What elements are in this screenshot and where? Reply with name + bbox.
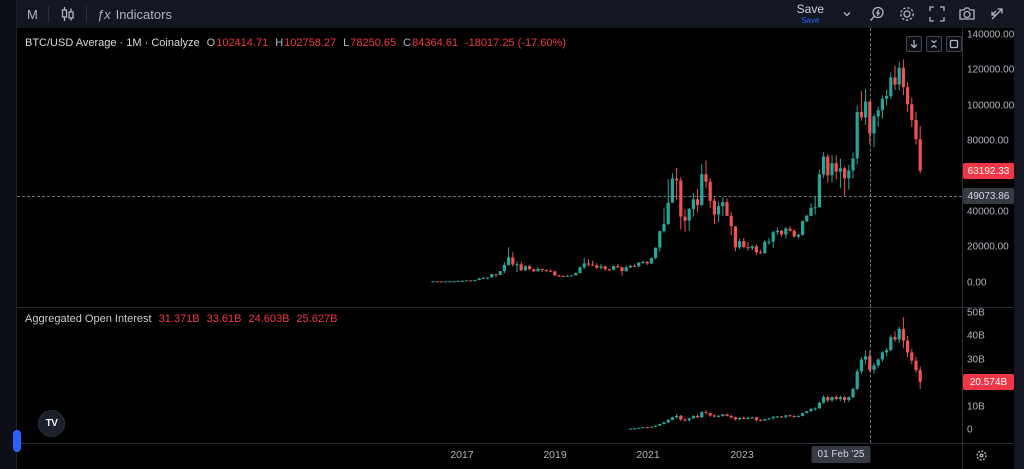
last-price-label: 63192.33 — [963, 163, 1014, 179]
open-interest-pane[interactable] — [17, 308, 962, 443]
save-button[interactable]: Save Save — [791, 3, 830, 25]
settings-button[interactable] — [894, 1, 920, 27]
top-toolbar: M ƒx Indicators Save Save — [17, 0, 1024, 28]
sidebar-handle[interactable] — [13, 430, 21, 452]
ohlc-open: O 102414.71 — [206, 37, 269, 49]
save-label: Save — [796, 2, 824, 16]
oi-close: 25.627B — [296, 313, 338, 325]
axis-tick-label: 20000.00 — [967, 241, 1009, 253]
axis-gear-icon — [975, 449, 987, 461]
pane-controls — [906, 36, 962, 52]
fullscreen-button[interactable] — [924, 1, 950, 27]
oi-open: 31.371B — [158, 313, 200, 325]
axis-tick-label: 40000.00 — [967, 206, 1009, 218]
year-label: 2021 — [636, 449, 660, 461]
year-label: 2023 — [730, 449, 754, 461]
toolbar-separator — [47, 6, 49, 22]
axis-tick-label: 140000.00 — [967, 29, 1015, 41]
oi-low: 24.603B — [248, 313, 290, 325]
indicators-button[interactable]: ƒx Indicators — [87, 0, 182, 28]
toolbar-separator — [85, 6, 87, 22]
publish-button[interactable] — [984, 1, 1010, 27]
fx-icon: ƒx — [96, 6, 111, 22]
axis-tick-label: 80000.00 — [967, 135, 1009, 147]
left-sidebar-strip — [0, 0, 17, 469]
axis-tick-label: 30B — [967, 354, 985, 366]
oi-high: 33.61B — [206, 313, 242, 325]
crosshair-time-label: 01 Feb '25 — [811, 446, 871, 463]
oi-last-value-label: 20.574B — [963, 374, 1014, 390]
price-legend: BTC/USD Average · 1M · Coinalyze O 102414… — [25, 37, 566, 49]
ohlc-high: H 102758.27 — [275, 37, 337, 49]
ohlc-low: L 78250.65 — [343, 37, 397, 49]
arrow-down-icon — [910, 40, 918, 49]
save-status-label: Save — [801, 16, 820, 25]
tv-logo-glyph: TV — [45, 418, 58, 429]
axis-tick-label: 120000.00 — [967, 64, 1015, 76]
pane-divider[interactable] — [17, 307, 1013, 308]
chart-style-button[interactable] — [49, 0, 86, 28]
quick-search-button[interactable] — [864, 1, 890, 27]
price-axis-border — [962, 28, 963, 469]
time-axis-scale[interactable]: 2017 2019 2021 2023 — [17, 444, 962, 469]
chevron-down-icon — [843, 12, 851, 17]
tradingview-logo[interactable]: TV — [38, 410, 65, 437]
axis-tick-label: 0 — [967, 424, 973, 436]
publish-arrows-icon — [991, 8, 1003, 20]
collapse-icon — [931, 39, 937, 49]
right-margin — [1014, 28, 1024, 469]
gear-icon — [900, 7, 914, 21]
maximize-pane-button[interactable] — [946, 36, 962, 52]
move-pane-down-button[interactable] — [906, 36, 922, 52]
crosshair-horizontal-line — [17, 196, 962, 197]
time-axis-border — [17, 443, 1013, 444]
crosshair-price-label: 49073.86 — [963, 188, 1014, 204]
candlestick-style-icon — [61, 6, 74, 21]
symbol-title[interactable]: BTC/USD Average · 1M · Coinalyze — [25, 37, 200, 49]
collapse-pane-button[interactable] — [926, 36, 942, 52]
price-chart-pane[interactable] — [17, 28, 962, 307]
change-value: -18017.25 (-17.60%) — [465, 37, 566, 49]
open-interest-legend: Aggregated Open Interest 31.371B 33.61B … — [25, 313, 337, 325]
axis-tick-label: 100000.00 — [967, 100, 1015, 112]
quick-search-icon — [870, 6, 884, 21]
screenshot-button[interactable] — [954, 1, 980, 27]
year-label: 2017 — [450, 449, 474, 461]
toolbar-right-group: Save Save — [791, 1, 1024, 27]
fullscreen-icon — [929, 6, 945, 22]
crosshair-vertical-line — [870, 28, 871, 443]
axis-tick-label: 10B — [967, 401, 985, 413]
axis-settings-button[interactable] — [973, 447, 989, 463]
indicators-label: Indicators — [115, 6, 172, 22]
axis-tick-label: 40B — [967, 330, 985, 342]
year-label: 2019 — [543, 449, 567, 461]
save-options-button[interactable] — [834, 1, 860, 27]
axis-tick-label: 0.00 — [967, 277, 987, 289]
ohlc-close: C 84364.61 — [403, 37, 459, 49]
oi-title[interactable]: Aggregated Open Interest — [25, 313, 152, 325]
maximize-icon — [949, 39, 959, 49]
camera-icon — [959, 7, 975, 20]
axis-tick-label: 50B — [967, 307, 985, 319]
timeframe-button[interactable]: M — [27, 6, 38, 22]
